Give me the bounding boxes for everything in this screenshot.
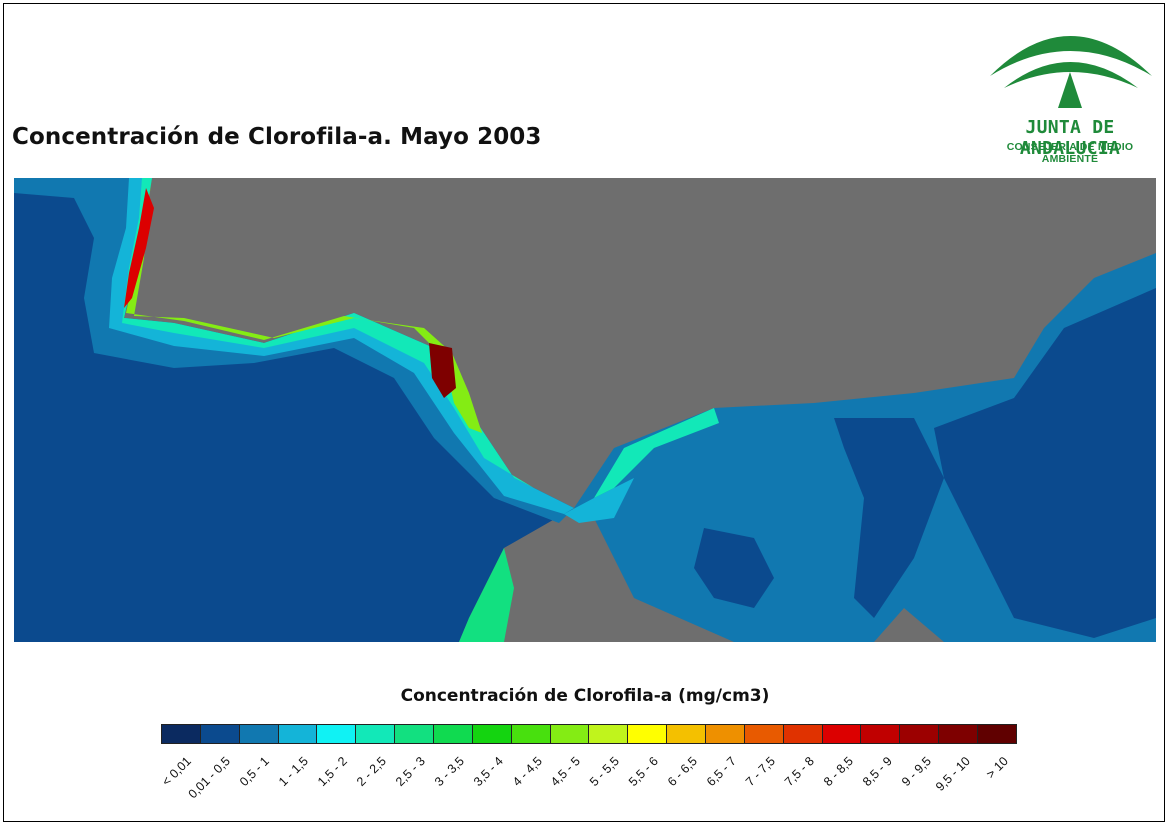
legend-label: 9 - 9,5 [898,754,934,789]
legend-label: 3 - 3,5 [431,754,467,789]
legend-swatch [550,725,590,743]
balearic-deep [934,288,1156,638]
legend-label: 8,5 - 9 [859,754,895,789]
legend-swatch [628,725,668,743]
legend-swatch [472,725,512,743]
map-canvas [14,178,1156,642]
legend-swatch [511,725,551,743]
alboran-deep-west [694,528,774,608]
legend-swatch [900,725,940,743]
legend-swatch [978,725,1016,743]
spain-med-coastal [594,408,719,498]
legend-swatch [939,725,979,743]
legend-swatch [861,725,901,743]
legend-label: 6,5 - 7 [704,754,739,789]
legend-color-bar [161,724,1017,744]
legend-label: 0,01 - 0,5 [185,754,234,802]
legend-swatch [200,725,240,743]
legend-swatch [278,725,318,743]
legend-label: 6 - 6,5 [665,754,701,789]
legend-swatch [744,725,784,743]
legend-label: 8 - 8,5 [820,754,856,789]
portugal-bloom [124,188,154,308]
legend-label: 7,5 - 8 [781,754,817,789]
legend-swatch [356,725,396,743]
atlantic-shelf-1 [109,178,574,514]
page-title: Concentración de Clorofila-a. Mayo 2003 [12,124,542,150]
logo-name: JUNTA DE ANDALUCIA [1019,117,1121,159]
legend-label: 1,5 - 2 [314,754,350,789]
legend-swatch [589,725,629,743]
legend-label: 1 - 1,5 [276,754,311,789]
atlantic-coastal-band [14,178,574,523]
cadiz-bloom [429,343,456,398]
legend-swatch [434,725,473,743]
morocco-coastal-band [459,548,514,642]
figure-frame [3,3,1165,822]
junta-de-andalucia-logo: JUNTA DE ANDALUCIA CONSEJERÍA DE MEDIO A… [980,16,1160,165]
legend-label: 0,5 - 1 [237,754,273,789]
legend-label: 4,5 - 5 [548,754,584,789]
logo-subtitle: CONSEJERÍA DE MEDIO AMBIENTE [1006,141,1134,165]
atlantic-shelf-2 [122,178,534,488]
junta-emblem-icon [990,36,1152,108]
chlorophyll-map [14,178,1156,642]
legend-swatch [667,725,707,743]
legend-label: 4 - 4,5 [509,754,545,789]
legend-label: 5 - 5,5 [587,754,623,789]
legend-swatch [162,725,201,743]
legend-swatch [317,725,357,743]
legend-swatch [822,725,862,743]
legend-title: Concentración de Clorofila-a (mg/cm3) [400,686,770,706]
legend-label: 9,5 - 10 [932,754,973,794]
atlantic-ocean [14,178,574,642]
legend-swatch [706,725,745,743]
legend-swatch [239,725,279,743]
strait-band [564,478,634,523]
legend-label: < 0,01 [159,754,195,789]
legend-label: 2,5 - 3 [392,754,428,789]
legend-label: > 10 [983,754,1012,782]
legend-swatch [395,725,435,743]
alboran-deep-east [834,418,944,618]
legend-label: 2 - 2,5 [353,754,389,789]
legend-label: 5,5 - 6 [626,754,662,789]
legend-label: 3,5 - 4 [470,754,506,789]
legend-swatch [783,725,823,743]
legend-label: 7 - 7,5 [742,754,778,789]
